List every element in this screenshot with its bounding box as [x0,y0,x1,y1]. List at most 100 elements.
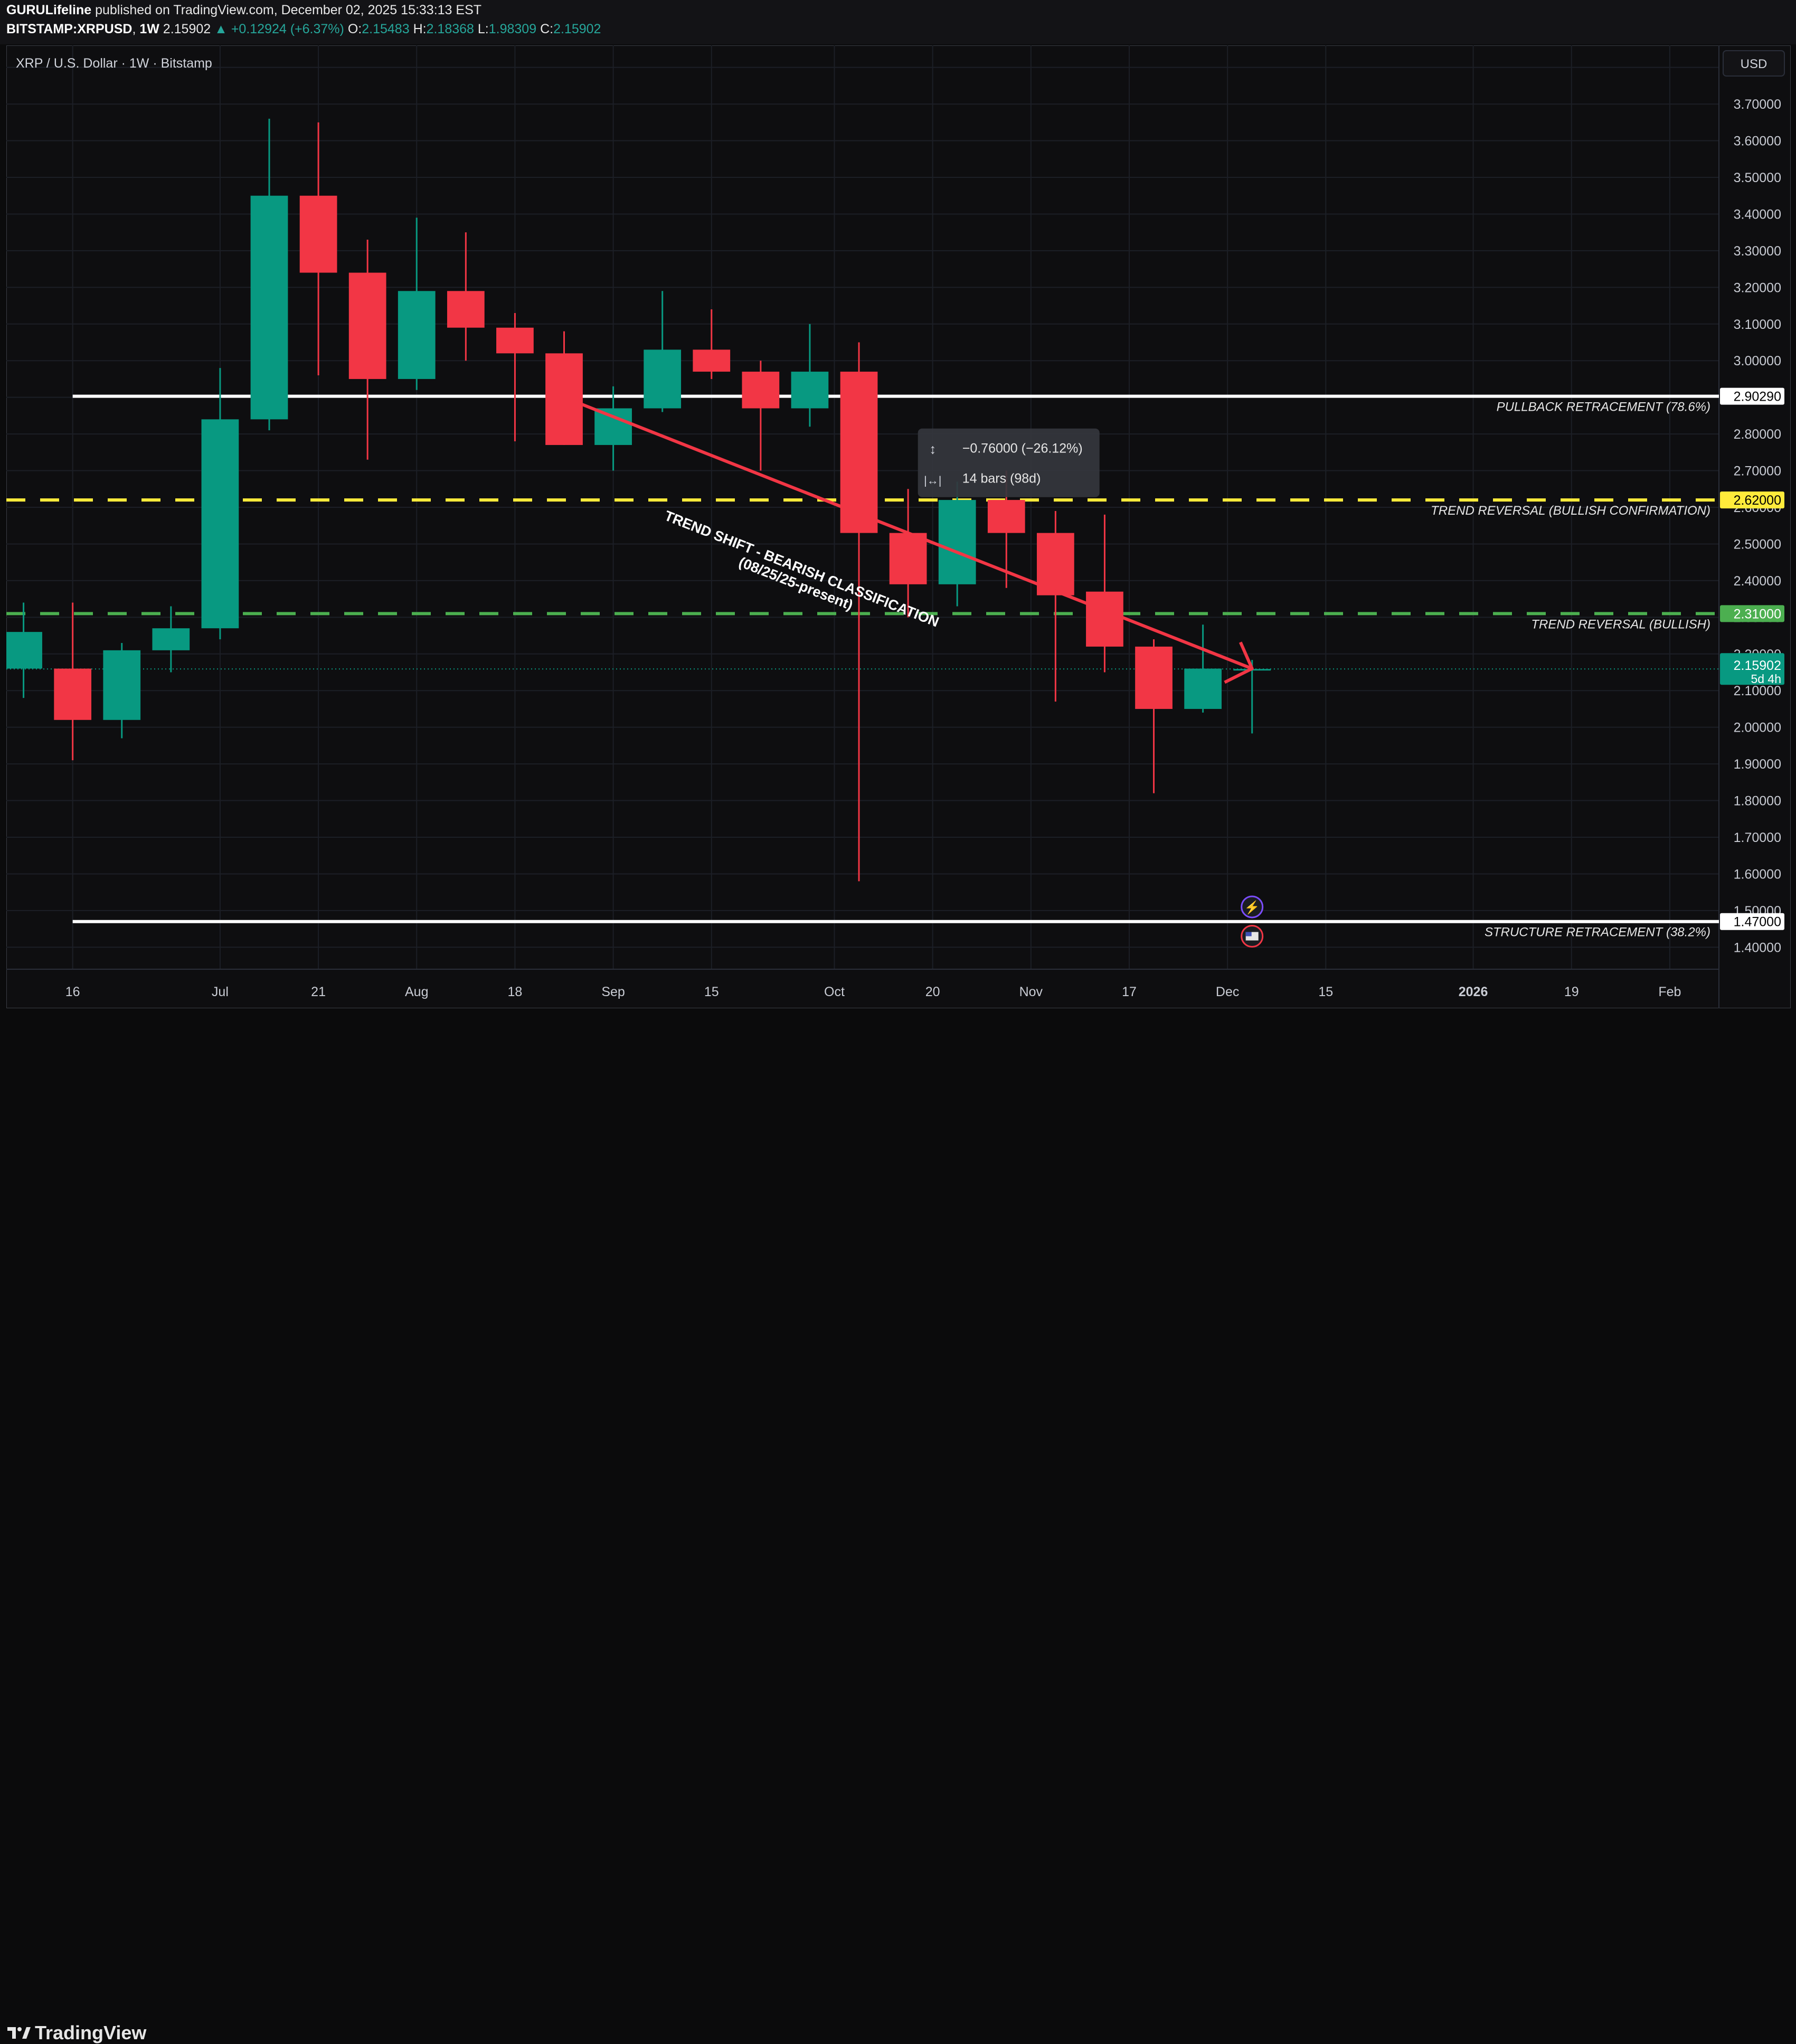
time-tick-label: Nov [1019,985,1043,999]
measure-tooltip-box [918,428,1100,497]
candle-body [201,419,239,629]
symbol-line: BITSTAMP:XRPUSD, 1W 2.15902 ▲ +0.12924 (… [6,22,601,36]
tradingview-logo-text: TradingView [35,2022,147,2043]
price-tick-label: 2.10000 [1734,684,1781,698]
candle-body [594,408,632,445]
author-name[interactable]: GURULifeline [6,3,92,17]
low-value: 1.98309 [488,22,537,36]
chart-frame [6,45,1791,1008]
price-tick-label: 1.40000 [1734,940,1781,955]
price-tick-label: 2.50000 [1734,537,1781,552]
candle-body [250,195,288,420]
time-tick-label: Sep [601,985,625,999]
candle-body [545,353,583,445]
level-price-tag [1720,913,1784,930]
time-tick-label: 18 [508,985,523,999]
level-price-tag [1720,605,1784,622]
candle-body [299,195,337,273]
candle [938,481,976,607]
publish-info: published on TradingView.com, December 0… [95,3,482,17]
price-tick-label: 3.20000 [1734,280,1781,295]
time-tick-label: 20 [925,985,940,999]
price-tick-label: 2.00000 [1734,721,1781,735]
symbol-name[interactable]: BITSTAMP:XRPUSD [6,22,133,36]
time-axis[interactable]: 16 Jul 21 Aug 18 Sep 15 Oct 20 Nov 17 Dec 15 2026 19 Fe… [65,985,1681,999]
candle-body [840,372,878,533]
time-tick-label: 15 [704,985,719,999]
price-tick-label: 2.80000 [1734,427,1781,442]
lightning-glyph: ⚡ [1244,900,1260,915]
level-caption: STRUCTURE RETRACEMENT (38.2%) [1485,925,1710,940]
price-chart[interactable]: PULLBACK RETRACEMENT (78.6%) TREND REVERS… [6,45,1791,1008]
candle-body [1184,668,1222,709]
price-range-icon: ↕ [929,441,936,457]
candle [250,118,288,431]
candle-body [1135,646,1173,709]
trend-arrow-head [1224,641,1254,684]
candle [1086,514,1123,673]
candle [594,386,632,471]
last-price: 2.15902 [163,22,211,36]
current-price-label: 2.15902 [1734,658,1781,673]
candle-body [152,628,190,650]
candle-body [398,291,436,379]
candle [1135,639,1173,793]
candle-body [938,500,976,584]
level-caption: TREND REVERSAL (BULLISH) [1531,617,1710,631]
candle-body [742,372,780,409]
footer: TradingView [0,1009,1796,2043]
candle [889,489,927,618]
time-tick-label: 17 [1122,985,1137,999]
close-label: C: [540,22,554,36]
level-caption: TREND REVERSAL (BULLISH CONFIRMATION) [1431,504,1710,518]
price-tick-label: 3.50000 [1734,171,1781,185]
tradingview-logo[interactable]: TradingView [7,2022,146,2044]
time-tick-label: Aug [405,985,428,999]
time-tick-label: 21 [311,985,326,999]
level-caption: PULLBACK RETRACEMENT (78.6%) [1497,400,1710,414]
measure-bars: 14 bars (98d) [962,471,1041,486]
candle-body [103,650,141,720]
current-price-tag [1720,653,1784,685]
candle-body [1086,591,1123,647]
candle-body [496,327,534,354]
level-price-tag [1720,491,1784,509]
price-tick-label: 2.70000 [1734,464,1781,479]
time-tick-label: Oct [824,985,845,999]
time-tick-label: 15 [1318,985,1333,999]
event-lightning-icon[interactable] [1241,895,1264,919]
candle [348,240,386,460]
time-tick-label: Jul [212,985,229,999]
publish-line: GURULifeline published on TradingView.co… [6,3,481,18]
candle [398,217,436,390]
open-value: 2.15483 [362,22,410,36]
candlesticks [6,118,1271,882]
candle [6,602,42,698]
currency-button[interactable]: USD [1723,50,1785,77]
candle-body [348,272,386,379]
candle [644,291,682,412]
price-tick-label: 2.40000 [1734,574,1781,589]
low-label: L: [477,22,489,36]
candle [693,309,731,379]
interval-label[interactable]: 1W [139,22,159,36]
candle [152,606,190,673]
date-range-icon: |↔| [924,474,941,487]
candle-body [54,668,92,720]
open-label: O: [347,22,362,36]
time-tick-label: Feb [1658,985,1681,999]
us-flag-canton [1245,932,1252,936]
candle [987,470,1025,588]
trend-arrow-line[interactable] [563,395,1253,670]
price-tick-label: 1.70000 [1734,830,1781,845]
time-tick-label: Dec [1216,985,1239,999]
candle-body [889,533,927,584]
candle [840,342,878,882]
candle-body [791,372,829,409]
time-tick-label: 16 [65,985,80,999]
price-tick-label: 1.60000 [1734,867,1781,882]
chart-header: GURULifeline published on TradingView.co… [0,0,1796,44]
candle [742,361,780,471]
level-price-label: 2.62000 [1734,493,1781,508]
